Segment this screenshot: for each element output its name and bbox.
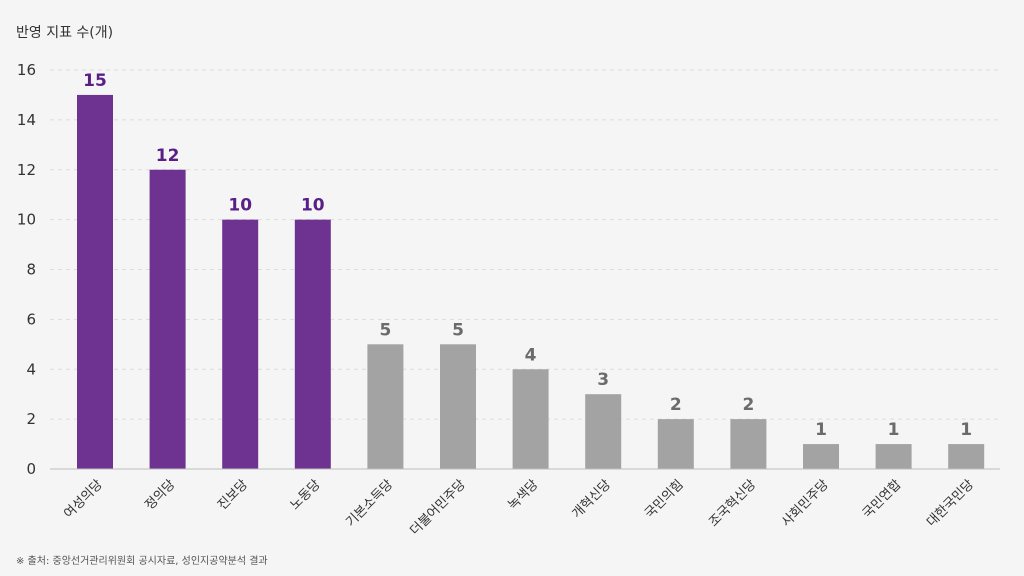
data-label: 3 <box>597 370 609 390</box>
data-label: 5 <box>452 320 464 340</box>
source-note: ※ 출처: 중앙선거관리위원회 공시자료, 성인지공약분석 결과 <box>16 554 268 567</box>
x-tick-label: 국민의힘 <box>642 477 686 521</box>
x-tick-label: 더불어민주당 <box>407 477 468 538</box>
data-label: 10 <box>301 196 325 216</box>
y-tick-label: 8 <box>26 261 36 279</box>
data-label: 1 <box>888 420 900 440</box>
y-axis-label: 반영 지표 수(개) <box>16 25 113 41</box>
bar <box>657 419 694 469</box>
y-tick-label: 14 <box>17 111 36 129</box>
x-tick-labels: 여성의당 정의당 진보당 노동당 기본소득당 더불어민주당 녹색당 개혁신당 국민의힘 조국혁신당… <box>61 477 977 538</box>
bar <box>367 344 404 469</box>
x-tick-label: 여성의당 <box>61 477 105 521</box>
data-label: 1 <box>960 420 972 440</box>
data-label: 15 <box>83 71 107 91</box>
y-tick-label: 6 <box>26 310 36 328</box>
data-label: 4 <box>525 345 537 365</box>
bar <box>730 419 767 469</box>
y-tick-label: 4 <box>26 360 36 378</box>
x-tick-label: 사회민주당 <box>779 477 832 530</box>
data-label: 12 <box>156 146 180 166</box>
value-labels: 15 12 10 10 5 5 4 3 2 2 1 1 1 <box>83 71 972 440</box>
x-tick-label: 대한국민당 <box>924 477 977 530</box>
bar <box>948 444 985 469</box>
bar <box>77 94 113 469</box>
bars <box>77 94 985 469</box>
data-label: 1 <box>815 420 827 440</box>
x-tick-label: 녹색당 <box>505 477 541 513</box>
bar <box>512 369 549 469</box>
y-tick-labels: 0 2 4 6 8 10 12 14 16 <box>17 61 36 478</box>
bar <box>875 444 912 469</box>
grid-lines <box>50 69 1000 420</box>
bar <box>149 169 186 469</box>
x-tick-label: 국민연합 <box>860 477 904 521</box>
x-tick-label: 노동당 <box>288 477 324 513</box>
y-tick-label: 10 <box>17 211 36 229</box>
bar <box>294 219 331 469</box>
bar <box>803 444 839 469</box>
x-tick-label: 진보당 <box>215 477 251 513</box>
y-tick-label: 2 <box>26 410 36 428</box>
bar <box>585 394 622 469</box>
bar <box>440 344 476 469</box>
data-label: 5 <box>379 320 391 340</box>
y-tick-label: 16 <box>17 61 36 79</box>
x-tick-label: 정의당 <box>142 477 178 513</box>
x-tick-label: 기본소득당 <box>343 477 396 530</box>
x-tick-label: 개혁신당 <box>570 477 614 521</box>
y-tick-label: 0 <box>26 460 36 478</box>
data-label: 2 <box>742 395 754 415</box>
y-tick-label: 12 <box>17 161 36 179</box>
data-label: 2 <box>670 395 682 415</box>
bar <box>222 219 259 469</box>
x-tick-label: 조국혁신당 <box>706 477 759 530</box>
data-label: 10 <box>228 196 252 216</box>
